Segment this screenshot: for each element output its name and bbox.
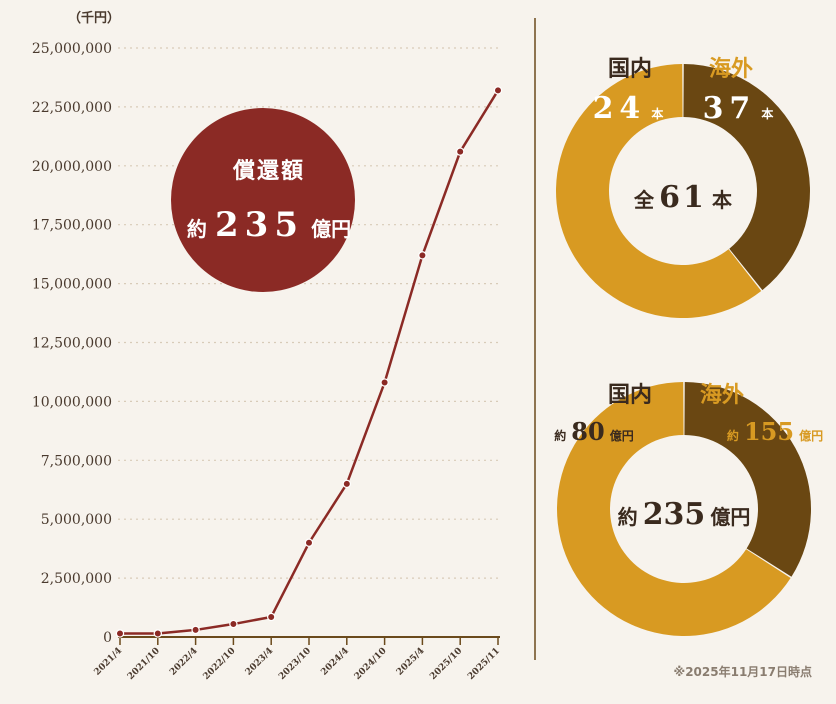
data-point (115, 629, 125, 638)
donut-amount-overseas-number: 155 (744, 417, 794, 446)
donut-count: 国内 24 本 海外 37 本 全 61 本 (556, 56, 811, 318)
donut-count-slices (556, 64, 811, 318)
y-tick-label: 10,000,000 (32, 394, 112, 410)
donut-amount-overseas-value: 約 155 億円 (727, 417, 823, 446)
donut-count-overseas-value: 37 本 (703, 91, 774, 126)
x-tick-label: 2025/4 (395, 646, 427, 678)
x-tick-label: 2023/4 (244, 646, 276, 678)
donut-slice-domestic (683, 64, 811, 291)
donut-count-center-value: 61 (659, 180, 707, 215)
donut-count-center-suffix: 本 (712, 188, 732, 212)
donut-amount-overseas-unit: 億円 (799, 428, 823, 443)
donut-count-center-prefix: 全 (633, 188, 655, 212)
bubble-value: 235 (215, 205, 304, 245)
donut-amount-slices (557, 382, 811, 636)
series (115, 86, 503, 638)
y-tick-label: 22,500,000 (32, 100, 112, 116)
bubble-title: 償還額 (232, 158, 305, 184)
data-point (342, 479, 351, 489)
data-point (418, 251, 427, 260)
y-tick-label: 15,000,000 (32, 277, 112, 293)
donut-amount-domestic-label: 国内 (608, 383, 652, 408)
x-tick-label: 2022/4 (168, 646, 200, 678)
x-tick-label: 2021/10 (126, 646, 162, 682)
donut-amount: 国内 約 80 億円 海外 約 155 億円 約 235 億円 (554, 382, 823, 636)
y-tick-label: 5,000,000 (41, 512, 112, 528)
donut-count-domestic-value: 24 本 (593, 91, 664, 126)
donut-amount-center-value: 235 (643, 497, 706, 532)
bubble-prefix: 約 (187, 217, 207, 241)
data-point (267, 612, 276, 622)
donut-count-overseas-number: 37 (703, 91, 757, 126)
data-point (153, 629, 162, 638)
bubble-amount: 約 235 億円 (187, 205, 351, 245)
data-point (456, 147, 465, 156)
y-tick-label: 20,000,000 (32, 159, 112, 175)
data-point (304, 538, 314, 547)
y-tick-label: 0 (103, 630, 112, 646)
x-tick-label: 2023/10 (277, 646, 313, 682)
y-unit-label: （千円） (68, 10, 120, 26)
y-tick-label: 25,000,000 (32, 41, 112, 57)
donut-slice-overseas (557, 382, 791, 636)
x-tick-label: 2021/4 (93, 646, 125, 678)
donut-amount-domestic-number: 80 (571, 417, 604, 446)
data-point (191, 625, 200, 635)
donut-count-domestic-number: 24 (593, 91, 647, 126)
donut-slice-overseas (556, 64, 762, 318)
donut-count-center: 全 61 本 (633, 180, 732, 215)
y-tick-label: 12,500,000 (32, 336, 112, 352)
y-tick-label: 7,500,000 (41, 453, 112, 469)
donut-amount-domestic-prefix: 約 (554, 428, 566, 443)
bubble-suffix: 億円 (311, 217, 351, 241)
donut-count-domestic-label: 国内 (608, 57, 652, 82)
donut-count-overseas-unit: 本 (761, 106, 773, 121)
x-tick-label: 2025/11 (466, 646, 502, 682)
donut-amount-overseas-prefix: 約 (727, 428, 739, 443)
donut-slice-domestic (684, 382, 811, 577)
y-tick-label: 2,500,000 (41, 571, 112, 587)
x-tick-label: 2025/10 (428, 646, 464, 682)
donut-amount-overseas-label: 海外 (700, 382, 744, 408)
x-tick-label: 2024/10 (353, 646, 389, 682)
donut-count-overseas-label: 海外 (709, 56, 753, 82)
footnote: ※2025年11月17日時点 (674, 664, 812, 679)
y-tick-label: 17,500,000 (32, 218, 112, 234)
x-axis: 2021/4 2021/10 2022/4 2022/10 2023/4 2023/10 2… (93, 636, 502, 682)
donut-amount-domestic-unit: 億円 (610, 428, 634, 443)
x-tick-label: 2024/4 (319, 646, 351, 678)
x-tick-label: 2022/10 (202, 646, 238, 682)
donut-amount-center: 約 235 億円 (618, 497, 751, 532)
grid (118, 47, 500, 579)
donut-amount-domestic-value: 約 80 億円 (554, 417, 634, 446)
total-redemption-bubble: 償還額 約 235 億円 (171, 108, 355, 292)
data-point (493, 86, 503, 95)
donut-count-domestic-unit: 本 (651, 106, 663, 121)
bubble-circle (171, 108, 355, 292)
y-axis-ticks: 0 2,500,000 5,000,000 7,500,000 10,000,000 12… (32, 41, 112, 646)
data-point (229, 619, 238, 629)
data-point (380, 378, 389, 387)
donut-amount-center-prefix: 約 (618, 505, 638, 529)
donut-amount-center-suffix: 億円 (710, 505, 750, 529)
